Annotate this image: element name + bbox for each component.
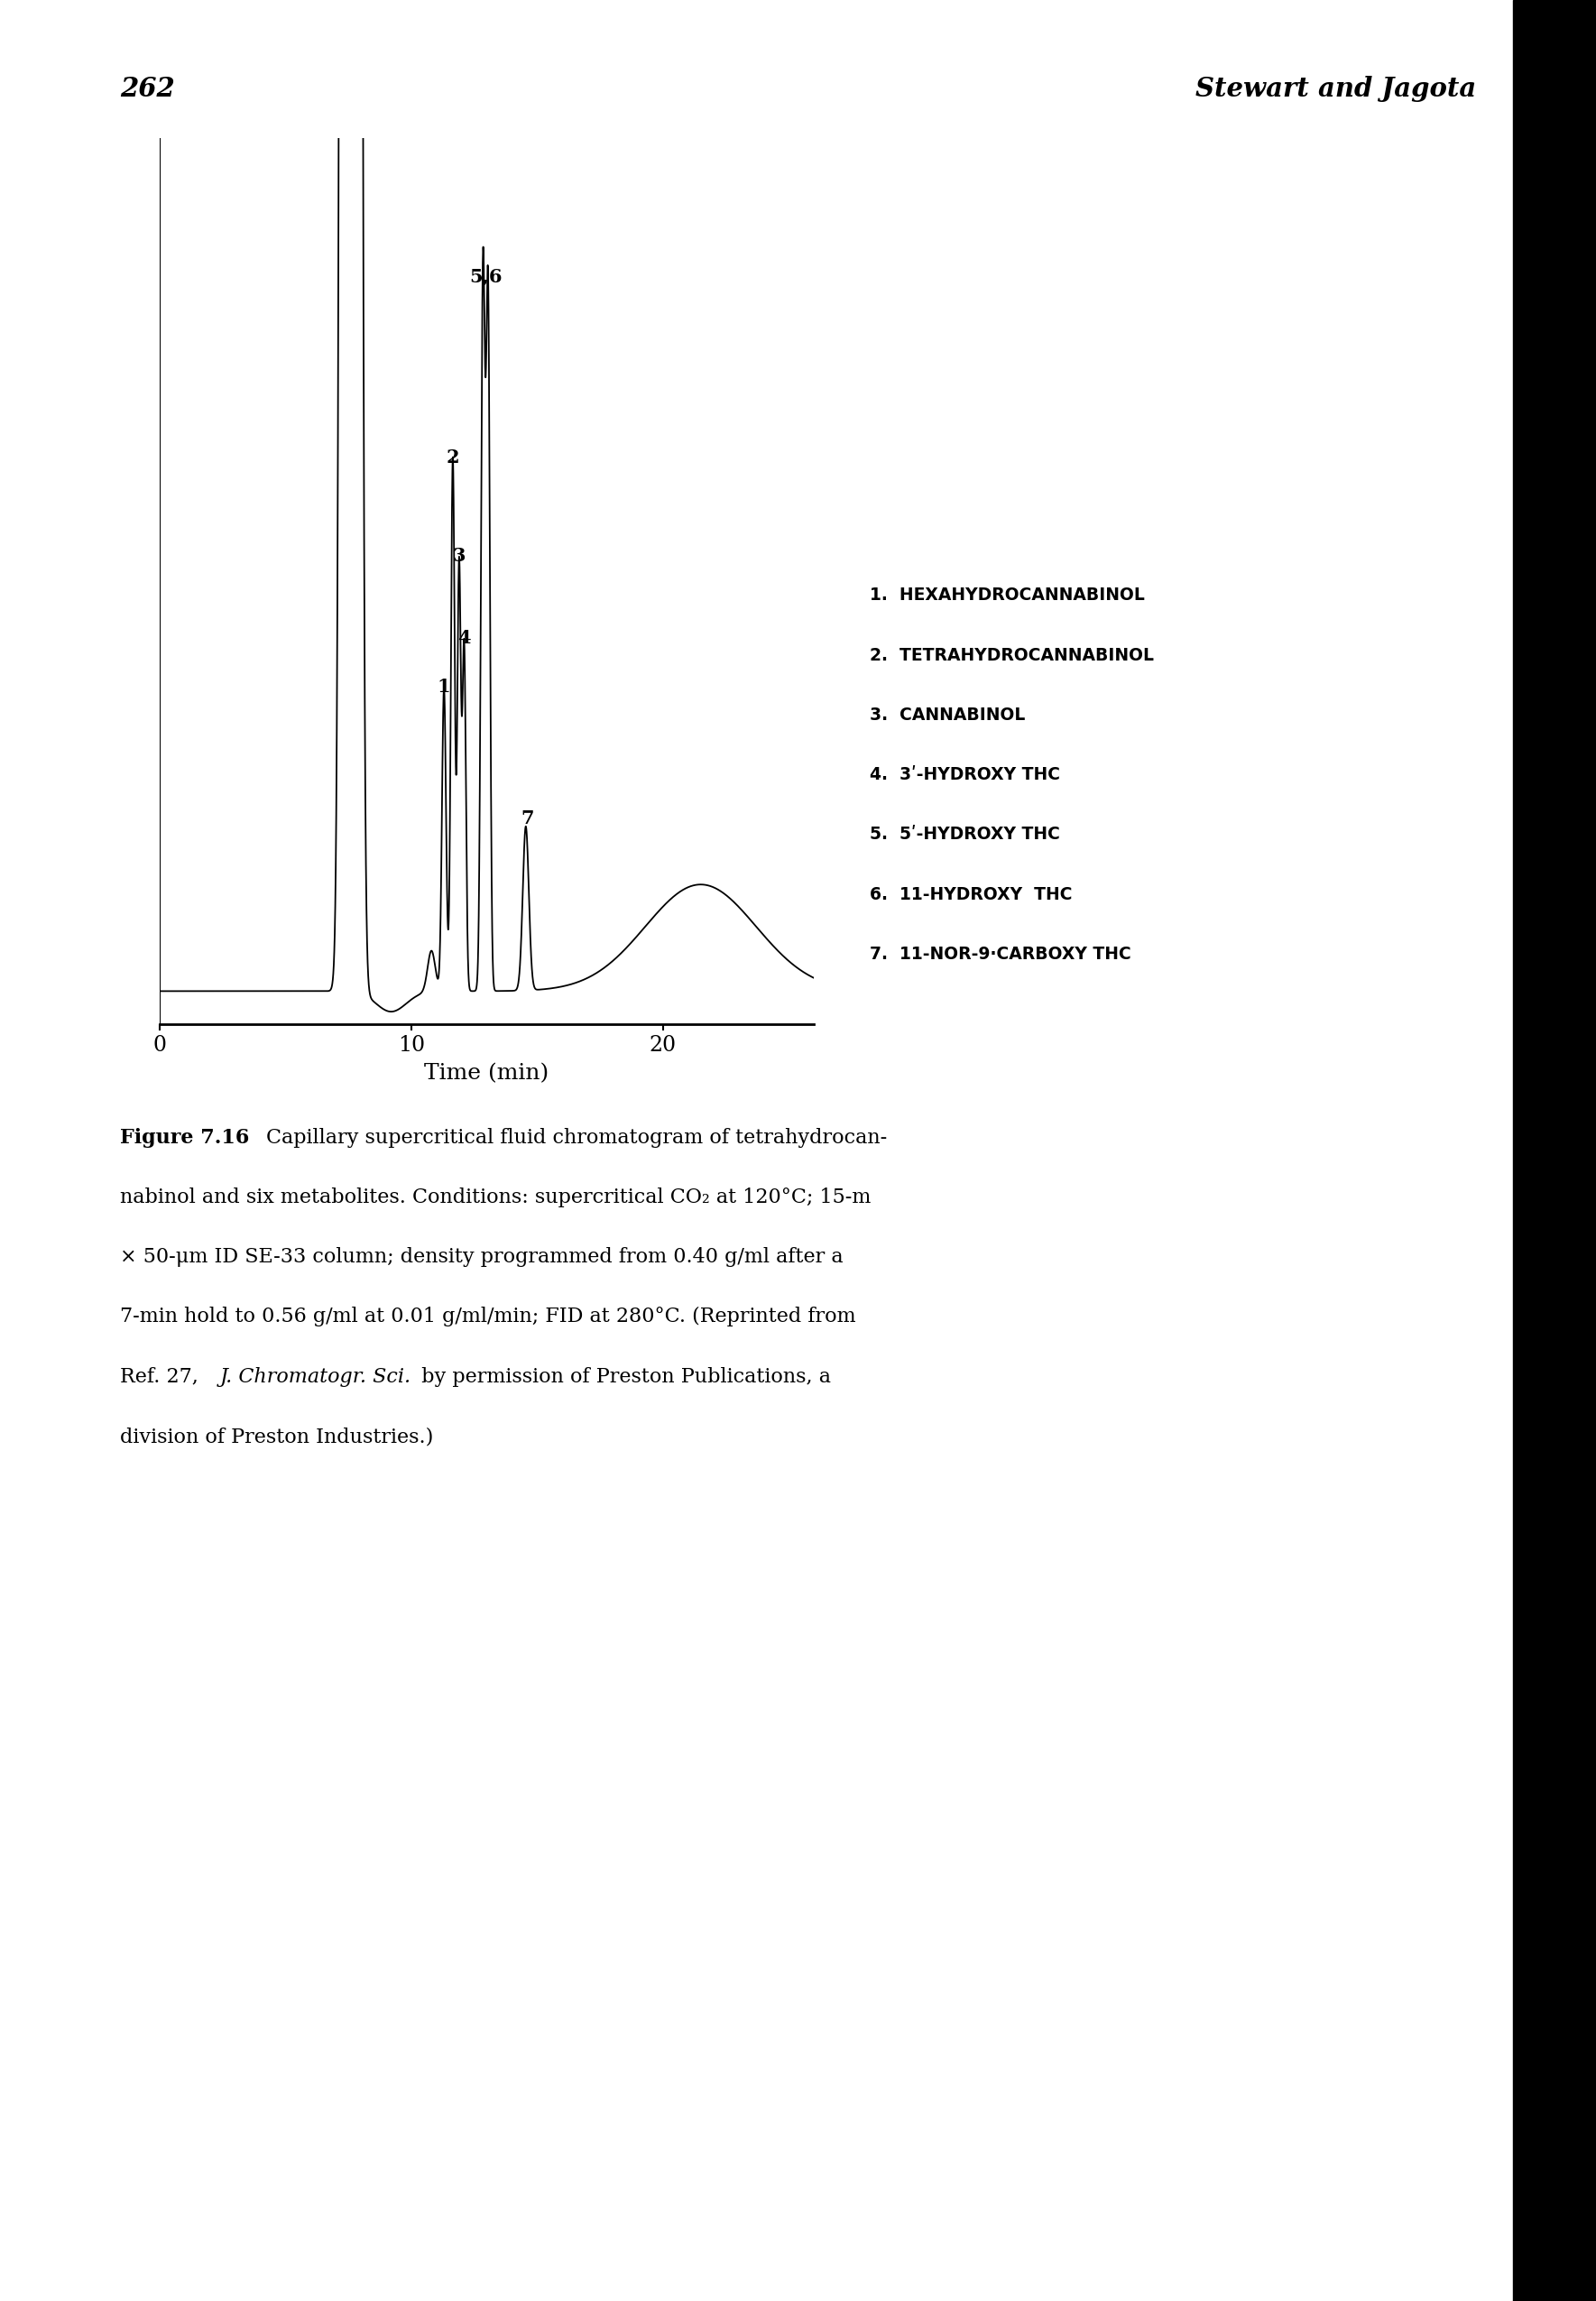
Text: 5,6: 5,6 <box>469 267 503 285</box>
Text: 4.  3ʹ-HYDROXY THC: 4. 3ʹ-HYDROXY THC <box>870 766 1060 782</box>
Text: by permission of Preston Publications, a: by permission of Preston Publications, a <box>415 1367 832 1388</box>
Text: 7.  11-NOR-9·CARBOXY THC: 7. 11-NOR-9·CARBOXY THC <box>870 946 1132 962</box>
Text: 3.  CANNABINOL: 3. CANNABINOL <box>870 706 1025 723</box>
X-axis label: Time (min): Time (min) <box>425 1063 549 1084</box>
Text: 4: 4 <box>458 628 471 647</box>
Text: division of Preston Industries.): division of Preston Industries.) <box>120 1427 433 1447</box>
Text: 7: 7 <box>520 810 533 826</box>
Text: J. Chromatogr. Sci.: J. Chromatogr. Sci. <box>220 1367 412 1388</box>
Text: Stewart and Jagota: Stewart and Jagota <box>1195 76 1476 101</box>
Text: 6.  11-HYDROXY  THC: 6. 11-HYDROXY THC <box>870 886 1073 902</box>
Text: Capillary supercritical fluid chromatogram of tetrahydrocan-: Capillary supercritical fluid chromatogr… <box>267 1127 887 1148</box>
Text: Ref. 27,: Ref. 27, <box>120 1367 204 1388</box>
Text: 3: 3 <box>453 548 466 564</box>
Text: Figure 7.16: Figure 7.16 <box>120 1127 249 1148</box>
Text: 262: 262 <box>120 76 174 101</box>
Text: 1.  HEXAHYDROCANNABINOL: 1. HEXAHYDROCANNABINOL <box>870 587 1144 603</box>
Text: 7-min hold to 0.56 g/ml at 0.01 g/ml/min; FID at 280°C. (Reprinted from: 7-min hold to 0.56 g/ml at 0.01 g/ml/min… <box>120 1307 855 1328</box>
Text: 1: 1 <box>437 679 450 695</box>
Text: 2.  TETRAHYDROCANNABINOL: 2. TETRAHYDROCANNABINOL <box>870 647 1154 663</box>
Text: nabinol and six metabolites. Conditions: supercritical CO₂ at 120°C; 15-m: nabinol and six metabolites. Conditions:… <box>120 1187 871 1208</box>
Text: 2: 2 <box>447 449 460 467</box>
Text: × 50-μm ID SE-33 column; density programmed from 0.40 g/ml after a: × 50-μm ID SE-33 column; density program… <box>120 1247 843 1268</box>
Text: 5.  5ʹ-HYDROXY THC: 5. 5ʹ-HYDROXY THC <box>870 826 1060 842</box>
